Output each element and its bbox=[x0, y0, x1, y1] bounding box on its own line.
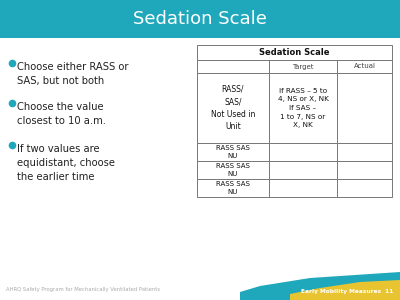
Text: Early Mobility Measures  11: Early Mobility Measures 11 bbox=[301, 290, 393, 295]
Bar bbox=[269, 60, 337, 73]
Text: RASS SAS
NU: RASS SAS NU bbox=[216, 163, 250, 177]
Bar bbox=[197, 179, 269, 197]
Text: AHRQ Safety Program for Mechanically Ventilated Patients: AHRQ Safety Program for Mechanically Ven… bbox=[6, 286, 160, 292]
Text: Choose either RASS or
SAS, but not both: Choose either RASS or SAS, but not both bbox=[17, 62, 128, 86]
Text: RASS SAS
NU: RASS SAS NU bbox=[216, 145, 250, 159]
Text: Choose the value
closest to 10 a.m.: Choose the value closest to 10 a.m. bbox=[17, 102, 106, 126]
Bar bbox=[337, 143, 392, 161]
Bar bbox=[337, 73, 392, 143]
Text: Actual: Actual bbox=[354, 64, 376, 70]
Text: If RASS – 5 to
4, NS or X, NK
If SAS –
1 to 7, NS or
X, NK: If RASS – 5 to 4, NS or X, NK If SAS – 1… bbox=[278, 88, 328, 128]
Text: Sedation Scale: Sedation Scale bbox=[259, 48, 330, 57]
Text: Sedation Scale: Sedation Scale bbox=[133, 10, 267, 28]
Bar bbox=[0, 278, 400, 300]
Text: RASS SAS
NU: RASS SAS NU bbox=[216, 181, 250, 195]
Bar bbox=[337, 161, 392, 179]
Bar bbox=[197, 60, 269, 73]
Bar bbox=[197, 45, 392, 60]
Bar bbox=[197, 143, 269, 161]
Bar bbox=[269, 179, 337, 197]
Bar bbox=[337, 60, 392, 73]
Bar bbox=[197, 161, 269, 179]
Text: Target: Target bbox=[292, 64, 314, 70]
Text: If two values are
equidistant, choose
the earlier time: If two values are equidistant, choose th… bbox=[17, 144, 115, 182]
Bar bbox=[337, 179, 392, 197]
Bar bbox=[269, 73, 337, 143]
Bar bbox=[197, 73, 269, 143]
Bar bbox=[0, 38, 400, 278]
Bar bbox=[269, 143, 337, 161]
Polygon shape bbox=[240, 272, 400, 300]
Polygon shape bbox=[290, 280, 400, 300]
Bar bbox=[269, 161, 337, 179]
Text: RASS/
SAS/
Not Used in
Unit: RASS/ SAS/ Not Used in Unit bbox=[211, 85, 255, 131]
Bar bbox=[0, 0, 400, 38]
